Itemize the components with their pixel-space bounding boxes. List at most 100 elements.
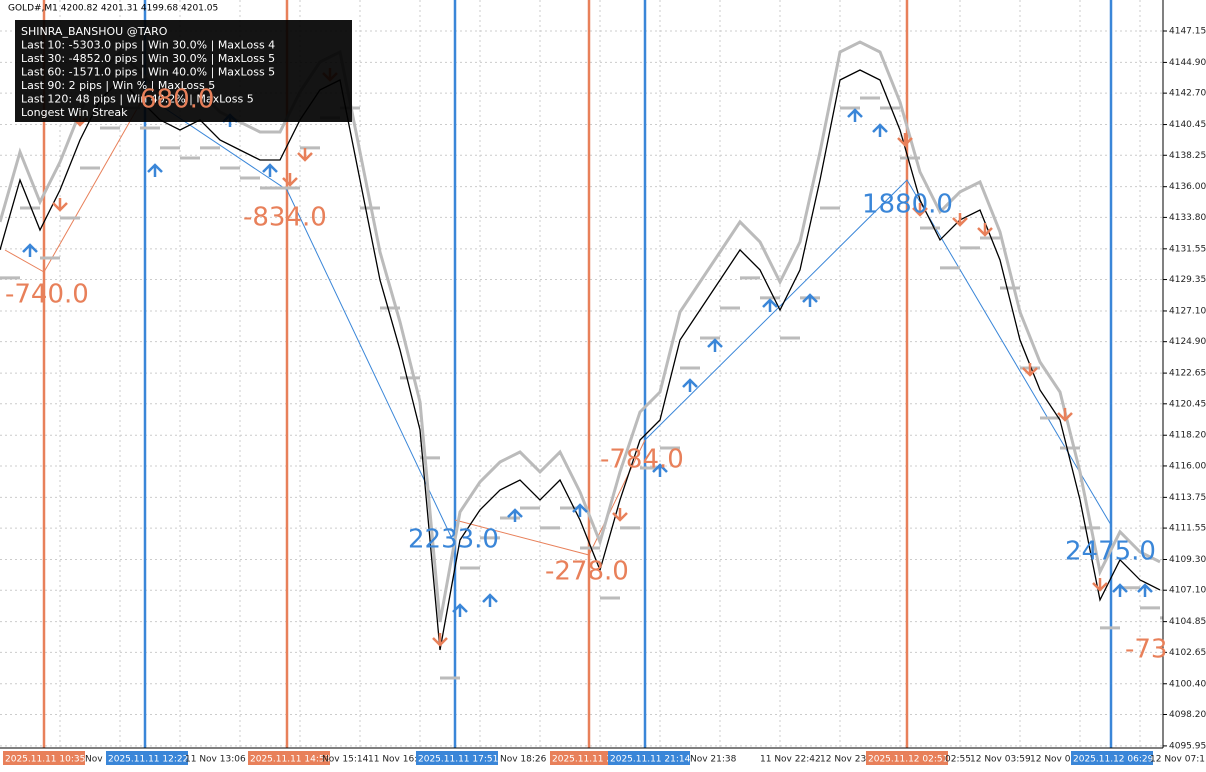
time-tick-label: 2025.11.11 10:35: [5, 755, 85, 765]
info-line: Longest Win Streak: [21, 106, 128, 119]
time-tick-label: 2025.11.11 12:22: [108, 755, 188, 765]
time-tick-label: 02:55: [945, 755, 971, 765]
price-tick-label: 4138.25: [1169, 151, 1206, 161]
signal-arrow: [612, 508, 628, 522]
price-tick-label: 4109.30: [1169, 555, 1206, 565]
price-tick-label: 4113.75: [1169, 493, 1206, 503]
price-tick-label: 4140.45: [1169, 120, 1206, 130]
price-tick-label: 4100.40: [1169, 679, 1206, 689]
price-tick-label: 4104.85: [1169, 617, 1206, 627]
signal-arrow: [802, 293, 818, 307]
price-tick-label: 4129.35: [1169, 275, 1206, 285]
time-tick-label: Nov 18:26: [500, 755, 547, 765]
price-tick-label: 4122.65: [1169, 369, 1206, 379]
time-highlight: [1071, 751, 1153, 765]
price-tick-label: 4098.20: [1169, 710, 1206, 720]
connector: [454, 439, 646, 556]
time-highlight: [3, 751, 85, 765]
signal-arrow: [707, 338, 723, 352]
signal-arrow: [282, 173, 298, 187]
time-tick-label: 2025.11.11 14:53: [250, 755, 330, 765]
signal-arrow: [1022, 363, 1038, 377]
trade-result-label: 2233.0: [408, 525, 499, 555]
time-tick-label: 2025.11.12 06:29: [1073, 755, 1154, 765]
signal-arrow: [872, 123, 888, 137]
price-tick-label: 4116.00: [1169, 461, 1206, 471]
signal-arrow: [897, 133, 913, 147]
time-highlight: [106, 751, 188, 765]
signal-arrows: [22, 68, 1153, 647]
price-tick-label: 4107.10: [1169, 586, 1206, 596]
trade-result-label: -740.0: [5, 280, 89, 310]
time-tick-label: Nov 15:14: [322, 755, 369, 765]
info-line: Last 120: 48 pips | Win 40.2% | MaxLoss …: [21, 93, 254, 106]
connector: [4, 94, 146, 273]
signal-arrow: [952, 213, 968, 227]
trade-result-label: -784.0: [600, 445, 684, 475]
time-tick-label: 11 Nov 16:1: [368, 755, 423, 765]
signal-arrow: [432, 633, 448, 647]
time-tick-label: 2025.11.11 2: [552, 755, 612, 765]
price-tick-label: 4142.70: [1169, 89, 1206, 99]
info-line: SHINRA_BANSHOU @TARO: [21, 25, 168, 38]
price-tick-label: 4127.10: [1169, 306, 1206, 316]
time-highlight: [866, 751, 948, 765]
signal-arrow: [297, 148, 313, 162]
time-tick-label: 12 Nov 23:46: [820, 755, 881, 765]
signal-arrow: [977, 223, 993, 237]
info-line: Last 90: 2 pips | Win % | MaxLoss 5: [21, 79, 215, 92]
signal-arrow: [22, 243, 38, 257]
channel-envelope: [0, 40, 1180, 680]
trade-result-label: -278.0: [545, 557, 629, 587]
trade-vertical-lines: [42, 0, 1113, 748]
time-tick-label: 11 Nov 22:42: [760, 755, 821, 765]
signal-arrow: [147, 163, 163, 177]
trade-result-label: -834.0: [243, 203, 327, 233]
time-highlight: [248, 751, 330, 765]
price-line: [0, 69, 1161, 651]
price-tick-label: 4124.90: [1169, 337, 1206, 347]
signal-arrow: [912, 203, 928, 217]
signal-arrow: [507, 508, 523, 522]
signal-arrow: [1057, 408, 1073, 422]
connector: [144, 94, 456, 546]
signal-arrow: [762, 298, 778, 312]
signal-arrow: [1137, 583, 1153, 597]
signal-arrow: [847, 108, 863, 122]
time-tick-label: 12 Nov 07:11: [1150, 755, 1206, 765]
price-tick-label: 4131.55: [1169, 244, 1206, 254]
time-tick-label: Nov 21:38: [690, 755, 737, 765]
signal-arrow: [572, 503, 588, 517]
trade-result-label: 680.0: [140, 85, 214, 115]
price-tick-label: 4147.15: [1169, 26, 1206, 36]
signal-arrow: [482, 593, 498, 607]
price-tick-label: 4144.90: [1169, 58, 1206, 68]
trade-connectors: [4, 94, 1112, 556]
info-line: Last 30: -4852.0 pips | Win 30.0% | MaxL…: [21, 52, 275, 65]
connector: [644, 179, 1112, 526]
price-tick-label: 4133.80: [1169, 213, 1206, 223]
dotted-grid: [0, 0, 1163, 748]
time-highlight: [608, 751, 690, 765]
price-tick-label: 4136.00: [1169, 182, 1206, 192]
signal-arrow: [682, 378, 698, 392]
time-tick-label: 2025.11.11 21:14: [610, 755, 691, 765]
price-tick-label: 4120.45: [1169, 399, 1206, 409]
signal-arrow: [262, 163, 278, 177]
time-tick-label: 2025.11.12 02:51: [868, 755, 948, 765]
signal-arrow: [652, 463, 668, 477]
signal-arrow: [1092, 578, 1108, 592]
trade-result-label: 1880.0: [862, 190, 953, 220]
price-axis-bg: [1163, 0, 1206, 772]
signal-arrow: [1112, 583, 1128, 597]
time-tick-label: Nov 10: [85, 755, 117, 765]
info-line: Last 60: -1571.0 pips | Win 40.0% | MaxL…: [21, 66, 275, 79]
trade-result-label: -73: [1125, 635, 1167, 665]
symbol-header: GOLD#,M1 4200.82 4201.31 4199.68 4201.05: [8, 4, 218, 14]
time-tick-label: 12 Nov 03:59: [970, 755, 1031, 765]
info-box: [15, 20, 352, 122]
info-line: Last 10: -5303.0 pips | Win 30.0% | MaxL…: [21, 39, 275, 52]
time-highlight: [416, 751, 498, 765]
signal-arrow: [52, 198, 68, 212]
